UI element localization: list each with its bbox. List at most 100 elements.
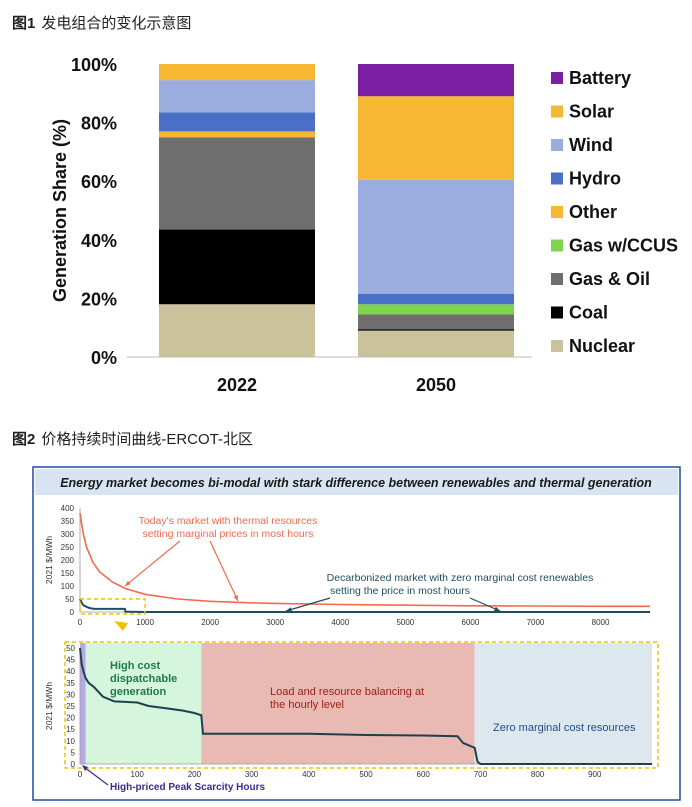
top-x-tick: 7000 bbox=[527, 618, 545, 627]
bottom-x-tick: 100 bbox=[131, 770, 145, 779]
region-label-dispatchable: generation bbox=[110, 686, 167, 698]
annotation-arrow bbox=[209, 540, 239, 602]
generation-share-chart: 0% 20% 40% 60% 80% 100% Generation Share (%) 2… bbox=[50, 55, 678, 395]
bar-segment bbox=[358, 330, 514, 357]
top-x-tick: 1000 bbox=[136, 618, 154, 627]
top-x-tick: 8000 bbox=[592, 618, 610, 627]
legend-swatch bbox=[551, 273, 563, 285]
scarcity-arrow bbox=[83, 766, 109, 786]
bottom-x-tick: 800 bbox=[531, 770, 545, 779]
x-tick-label: 2050 bbox=[416, 375, 456, 395]
legend-swatch bbox=[551, 72, 563, 84]
bottom-y-tick: 0 bbox=[71, 760, 76, 769]
bar-segment bbox=[358, 96, 514, 180]
y-axis-label: Generation Share (%) bbox=[50, 119, 70, 302]
legend-swatch bbox=[551, 139, 563, 151]
bar-segment bbox=[159, 137, 315, 230]
bar-segment bbox=[358, 179, 514, 295]
bottom-x-tick: 600 bbox=[417, 770, 431, 779]
bottom-y-tick: 15 bbox=[66, 725, 75, 734]
bar-segment bbox=[358, 64, 514, 97]
price-duration-chart: Energy market becomes bi-modal with star… bbox=[32, 466, 681, 801]
annotation-arrowhead bbox=[233, 595, 238, 601]
top-y-tick: 300 bbox=[61, 530, 75, 539]
top-y-tick: 0 bbox=[70, 608, 75, 617]
top-y-tick: 100 bbox=[61, 582, 75, 591]
top-y-tick: 400 bbox=[61, 504, 75, 513]
bar-segment bbox=[159, 112, 315, 132]
figure-1-title: 图1 发电组合的变化示意图 bbox=[12, 15, 192, 32]
bottom-x-tick: 900 bbox=[588, 770, 602, 779]
top-series-line bbox=[79, 598, 650, 613]
y-tick-label: 40% bbox=[81, 231, 117, 251]
top-x-tick: 5000 bbox=[396, 618, 414, 627]
bar-segment bbox=[159, 304, 315, 357]
price-chart-title: Energy market becomes bi-modal with star… bbox=[60, 476, 652, 490]
bottom-x-tick: 0 bbox=[78, 770, 83, 779]
legend-label: Gas w/CCUS bbox=[569, 236, 678, 256]
bottom-y-axis-label: 2021 $/MWh bbox=[44, 682, 54, 730]
bottom-y-tick: 25 bbox=[66, 702, 75, 711]
top-y-tick: 150 bbox=[61, 569, 75, 578]
legend-swatch bbox=[551, 105, 563, 118]
top-x-tick: 2000 bbox=[201, 618, 219, 627]
scarcity-arrowhead bbox=[82, 765, 88, 771]
y-tick-label: 20% bbox=[81, 289, 117, 309]
bottom-y-tick: 20 bbox=[66, 714, 75, 723]
zoom-box bbox=[79, 598, 146, 615]
top-x-tick: 0 bbox=[78, 618, 83, 627]
bottom-x-tick: 200 bbox=[188, 770, 202, 779]
legend-label: Other bbox=[569, 202, 617, 222]
annotation-arrow bbox=[285, 597, 331, 612]
legend-label: Nuclear bbox=[569, 336, 635, 356]
zoom-pointer bbox=[114, 621, 128, 631]
bar-segment bbox=[159, 80, 315, 113]
bar-segment bbox=[358, 314, 514, 330]
bottom-y-tick: 35 bbox=[66, 679, 75, 688]
top-x-tick: 4000 bbox=[331, 618, 349, 627]
bar-segment bbox=[159, 229, 315, 305]
zoom-detail-frame bbox=[64, 641, 659, 769]
legend-label: Solar bbox=[569, 102, 614, 122]
y-tick-label: 60% bbox=[81, 172, 117, 192]
bottom-y-tick: 45 bbox=[66, 656, 75, 665]
region-label-balancing: Load and resource balancing at bbox=[270, 686, 424, 698]
duration-region bbox=[201, 643, 475, 764]
bottom-x-tick: 500 bbox=[359, 770, 373, 779]
x-tick-label: 2022 bbox=[217, 375, 257, 395]
annotation-arrow bbox=[124, 540, 181, 587]
bottom-y-tick: 10 bbox=[66, 737, 75, 746]
legend-label: Hydro bbox=[569, 169, 621, 189]
bottom-x-tick: 400 bbox=[302, 770, 316, 779]
bottom-y-tick: 50 bbox=[66, 644, 75, 653]
annotation-arrowhead bbox=[125, 580, 131, 586]
legend-swatch bbox=[551, 306, 563, 319]
top-series-line bbox=[79, 513, 650, 608]
annotation-thermal: Today's market with thermal resources bbox=[139, 515, 318, 527]
y-tick-label: 100% bbox=[71, 55, 117, 75]
annotation-arrowhead bbox=[286, 607, 292, 612]
bottom-y-tick: 40 bbox=[66, 667, 75, 676]
top-y-tick: 200 bbox=[61, 556, 75, 565]
region-label-balancing: the hourly level bbox=[270, 699, 344, 711]
bottom-series-line bbox=[79, 647, 652, 765]
duration-region bbox=[80, 643, 86, 764]
annotation-arrowhead bbox=[494, 606, 500, 611]
annotation-renewables: Decarbonized market with zero marginal c… bbox=[327, 572, 594, 584]
legend-label: Wind bbox=[569, 135, 613, 155]
region-label-dispatchable: High cost bbox=[110, 660, 160, 672]
y-tick-label: 0% bbox=[91, 348, 117, 368]
bar-segment bbox=[358, 329, 514, 331]
bar-segment bbox=[159, 64, 315, 81]
annotation-thermal: setting marginal prices in most hours bbox=[143, 528, 314, 540]
top-y-axis-label: 2021 $/MWh bbox=[44, 536, 54, 584]
region-label-dispatchable: dispatchable bbox=[110, 673, 177, 685]
legend-swatch bbox=[551, 172, 563, 185]
top-x-tick: 3000 bbox=[266, 618, 284, 627]
figure-2-title: 图2 价格持续时间曲线-ERCOT-北区 bbox=[12, 431, 254, 448]
bottom-y-tick: 5 bbox=[71, 748, 76, 757]
region-label-scarcity: High-priced Peak Scarcity Hours bbox=[110, 782, 265, 793]
y-tick-label: 80% bbox=[81, 114, 117, 134]
legend-swatch bbox=[551, 340, 563, 352]
annotation-renewables: setting the price in most hours bbox=[330, 585, 470, 597]
